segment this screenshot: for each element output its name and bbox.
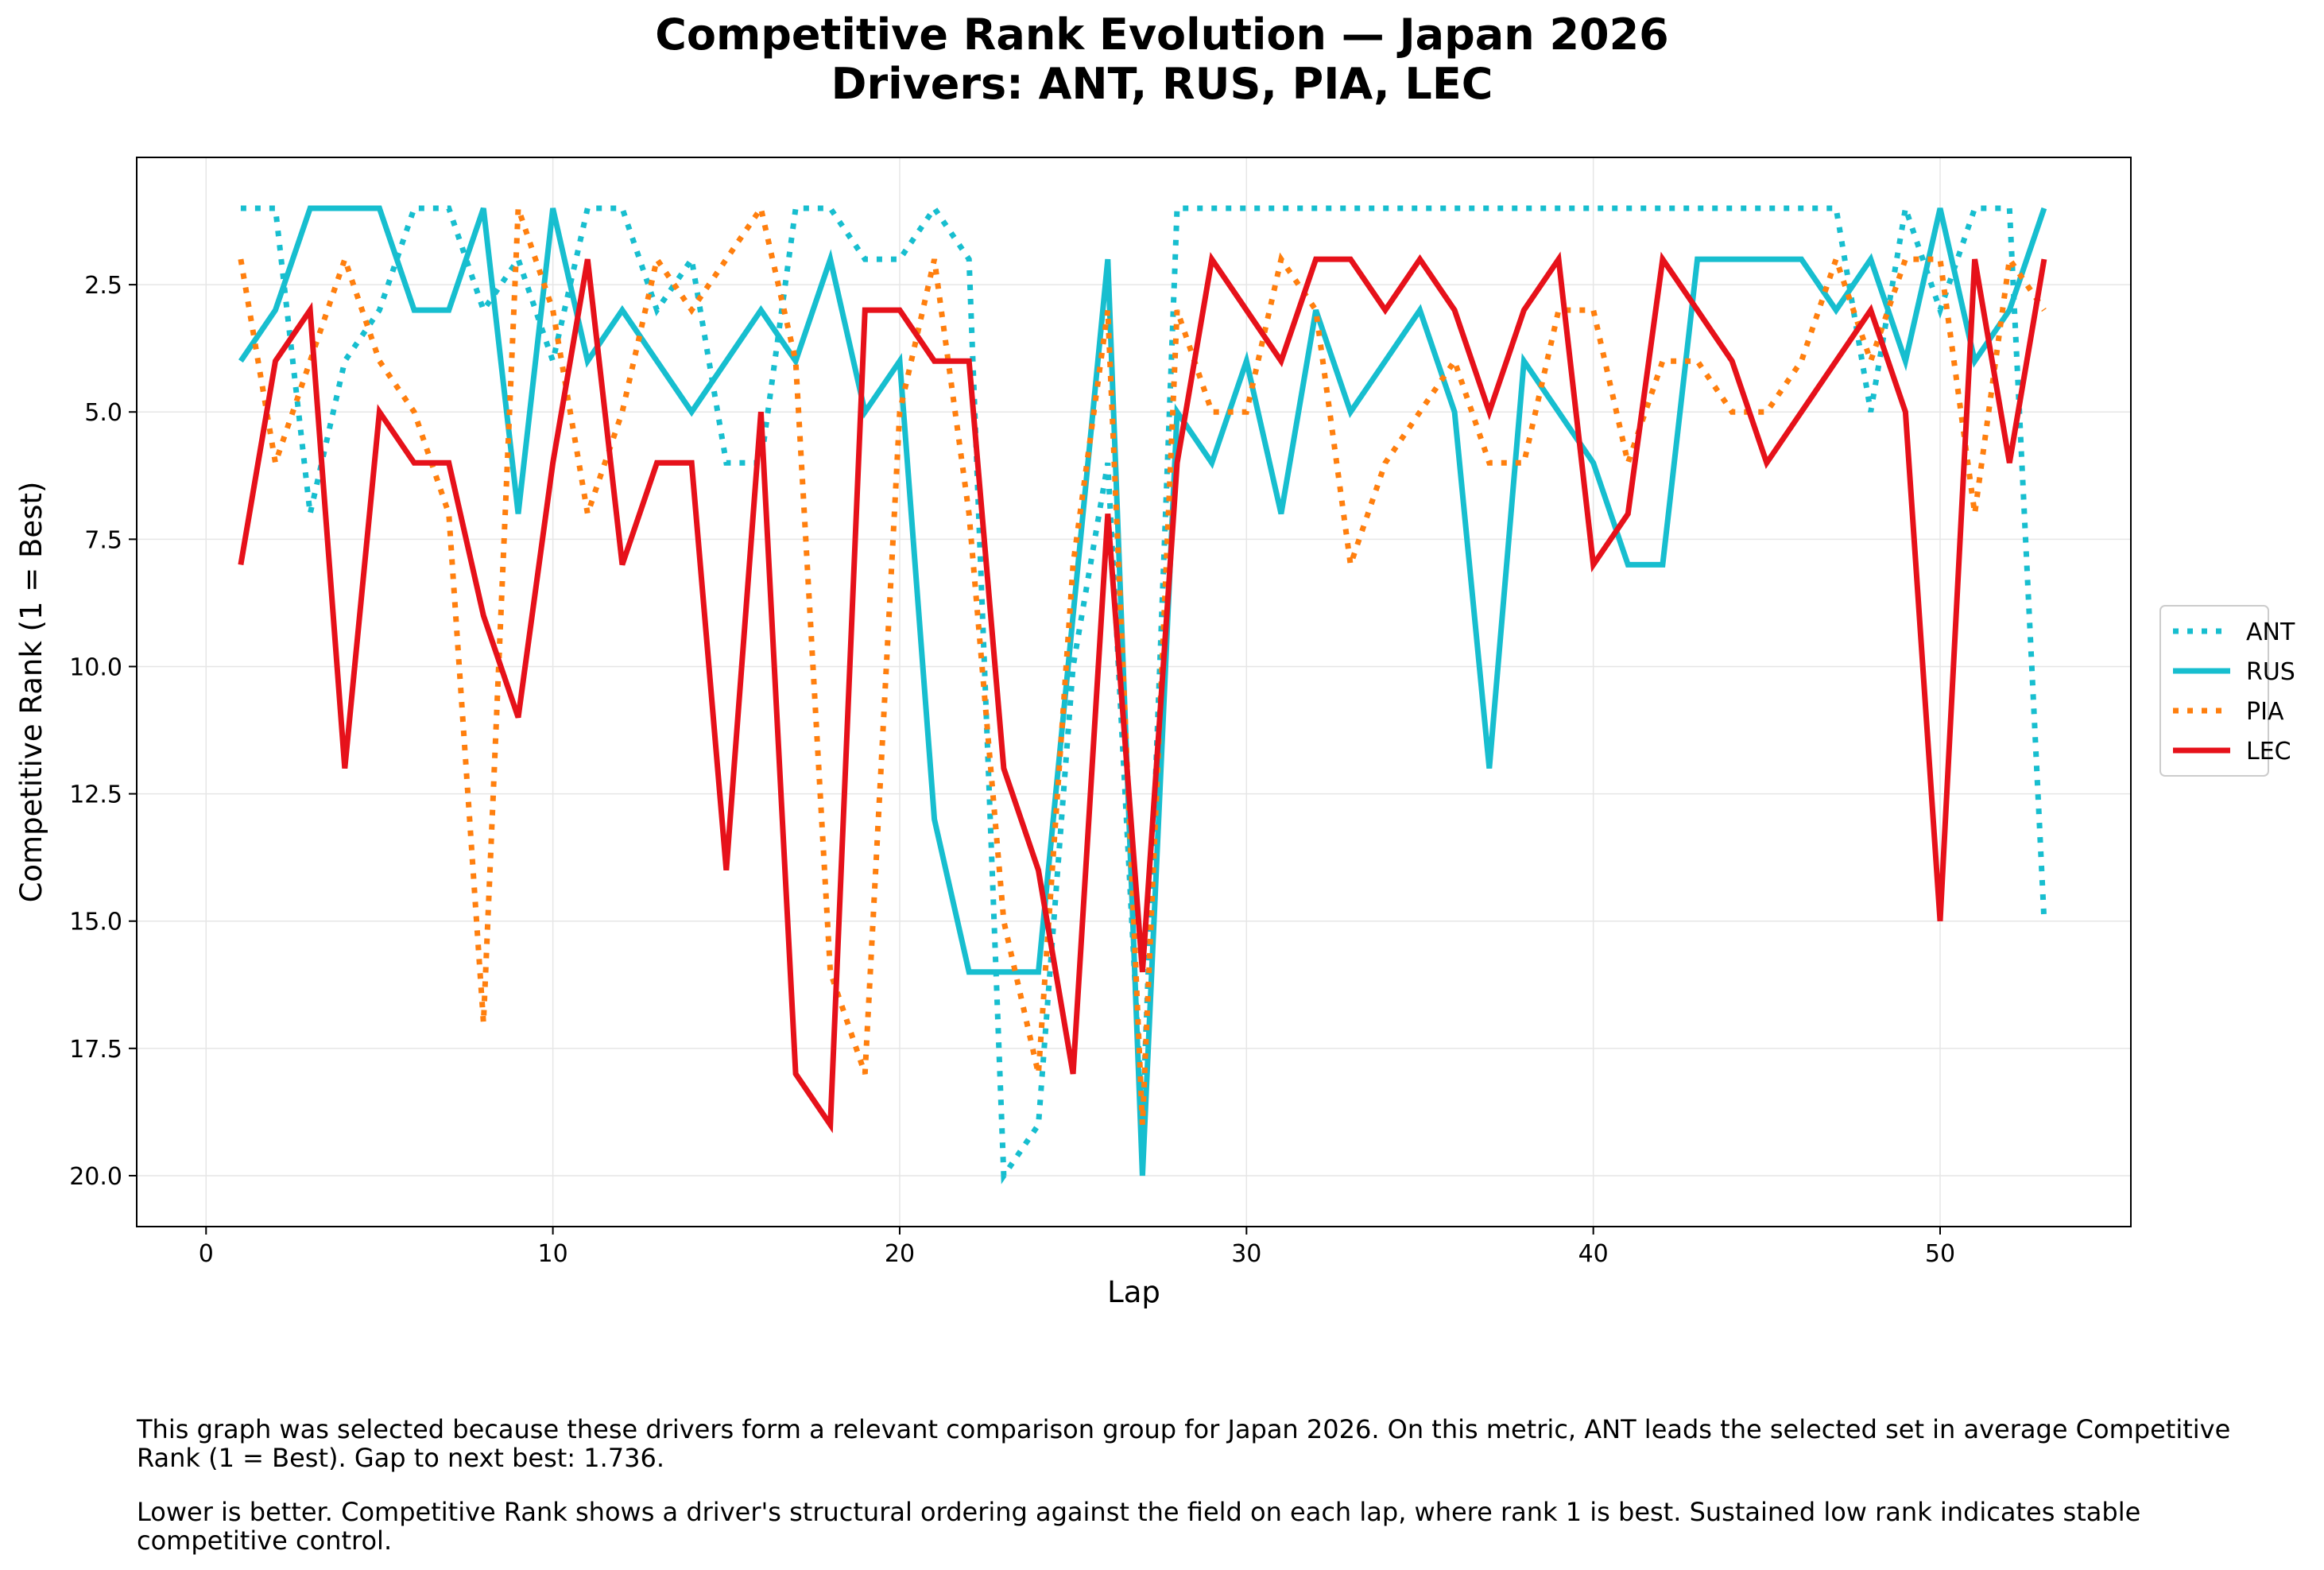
legend-label-lec: LEC: [2246, 738, 2291, 766]
series-line-rus: [238, 205, 2047, 1177]
y-tick-label: 5.0: [84, 399, 122, 427]
series-line-ant: [240, 203, 2047, 1184]
legend: ANT RUS PIA LEC: [2159, 605, 2295, 777]
x-tick-label: 10: [538, 1240, 568, 1268]
gridlines: [137, 157, 2131, 1227]
y-tick-label: 2.5: [84, 272, 122, 300]
y-tick-label: 20.0: [69, 1163, 122, 1191]
x-axis: 0 10 20 30 40 50: [199, 1227, 1955, 1268]
series-lines: [238, 201, 2047, 1184]
y-axis: 2.5 5.0 7.5 10.0 12.5 15.0 17.5 20.0: [69, 272, 137, 1191]
series-line-pia: [238, 201, 2047, 1126]
y-tick-label: 10.0: [69, 653, 122, 681]
y-tick-label: 17.5: [69, 1036, 122, 1064]
x-tick-label: 30: [1231, 1240, 1261, 1268]
chart-title: Competitive Rank Evolution — Japan 2026: [655, 10, 1669, 60]
series-line-lec: [238, 251, 2047, 1134]
x-tick-label: 50: [1925, 1240, 1955, 1268]
y-tick-label: 12.5: [69, 781, 122, 809]
x-tick-label: 40: [1578, 1240, 1609, 1268]
y-axis-label: Competitive Rank (1 = Best): [14, 482, 48, 903]
y-tick-label: 15.0: [69, 909, 122, 936]
x-tick-label: 20: [885, 1240, 915, 1268]
y-tick-label: 7.5: [84, 526, 122, 554]
chart-subtitle: Drivers: ANT, RUS, PIA, LEC: [831, 59, 1493, 109]
x-tick-label: 0: [199, 1240, 214, 1268]
legend-label-pia: PIA: [2246, 698, 2284, 726]
x-axis-label: Lap: [1107, 1275, 1160, 1309]
plot-frame: [136, 157, 2132, 1227]
caption-paragraph-2: Lower is better. Competitive Rank shows …: [137, 1497, 2141, 1556]
legend-box: [2159, 605, 2269, 777]
legend-label-ant: ANT: [2246, 618, 2295, 646]
legend-label-rus: RUS: [2246, 658, 2295, 686]
caption-paragraph-1: This graph was selected because these dr…: [137, 1414, 2231, 1473]
